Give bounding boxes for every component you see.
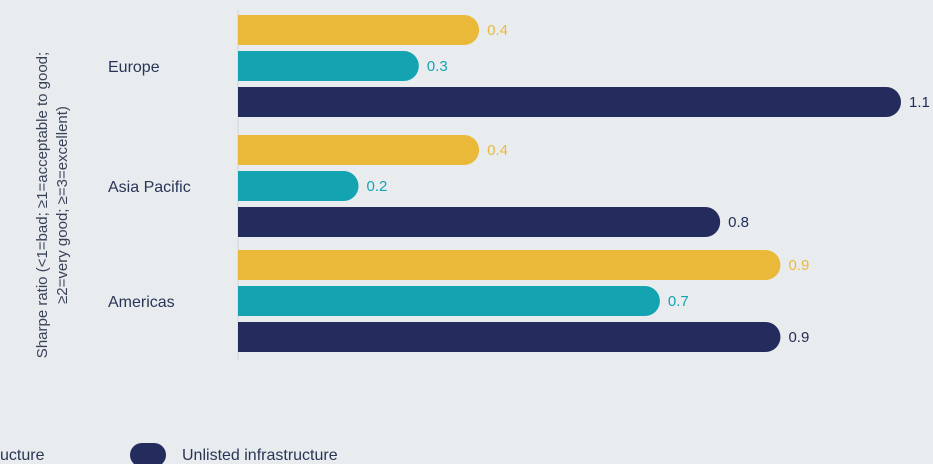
bar-asia-pacific-series-1 <box>238 135 480 165</box>
bars-group <box>238 15 901 352</box>
value-label-europe-series-3: 1.1 <box>909 94 930 111</box>
bar-americas-series-1 <box>238 250 781 280</box>
y-axis-label-line-1: Sharpe ratio (<1=bad; ≥1=acceptable to g… <box>34 52 51 358</box>
bar-asia-pacific-series-2 <box>238 171 359 201</box>
value-label-europe-series-2: 0.3 <box>427 58 448 75</box>
category-label-americas: Americas <box>108 294 175 311</box>
value-label-asia-pacific-series-1: 0.4 <box>487 142 508 159</box>
value-label-americas-series-2: 0.7 <box>668 293 689 310</box>
value-label-americas-series-1: 0.9 <box>788 257 809 274</box>
value-labels: 0.4 0.3 1.1 0.4 0.2 0.8 0.9 0.7 0.9 <box>367 22 930 346</box>
legend-label-partial: ucture <box>0 447 45 464</box>
category-label-asia-pacific: Asia Pacific <box>108 179 191 196</box>
legend-label-unlisted-infrastructure: Unlisted infrastructure <box>182 447 338 464</box>
category-labels: Europe Asia Pacific Americas <box>108 59 191 311</box>
y-axis-label-line-2: ≥2=very good; ≥=3=excellent) <box>54 106 71 304</box>
value-label-asia-pacific-series-3: 0.8 <box>728 214 749 231</box>
bar-asia-pacific-series-3 <box>238 207 721 237</box>
bar-americas-series-3 <box>238 322 781 352</box>
value-label-asia-pacific-series-2: 0.2 <box>367 178 388 195</box>
category-label-europe: Europe <box>108 59 160 76</box>
bar-europe-series-1 <box>238 15 480 45</box>
bar-europe-series-2 <box>238 51 419 81</box>
value-label-europe-series-1: 0.4 <box>487 22 508 39</box>
legend-swatch-unlisted-infrastructure <box>130 443 166 464</box>
bar-europe-series-3 <box>238 87 901 117</box>
y-axis-label: Sharpe ratio (<1=bad; ≥1=acceptable to g… <box>34 52 71 358</box>
bar-americas-series-2 <box>238 286 660 316</box>
legend: ucture Unlisted infrastructure <box>0 443 338 464</box>
value-label-americas-series-3: 0.9 <box>788 329 809 346</box>
